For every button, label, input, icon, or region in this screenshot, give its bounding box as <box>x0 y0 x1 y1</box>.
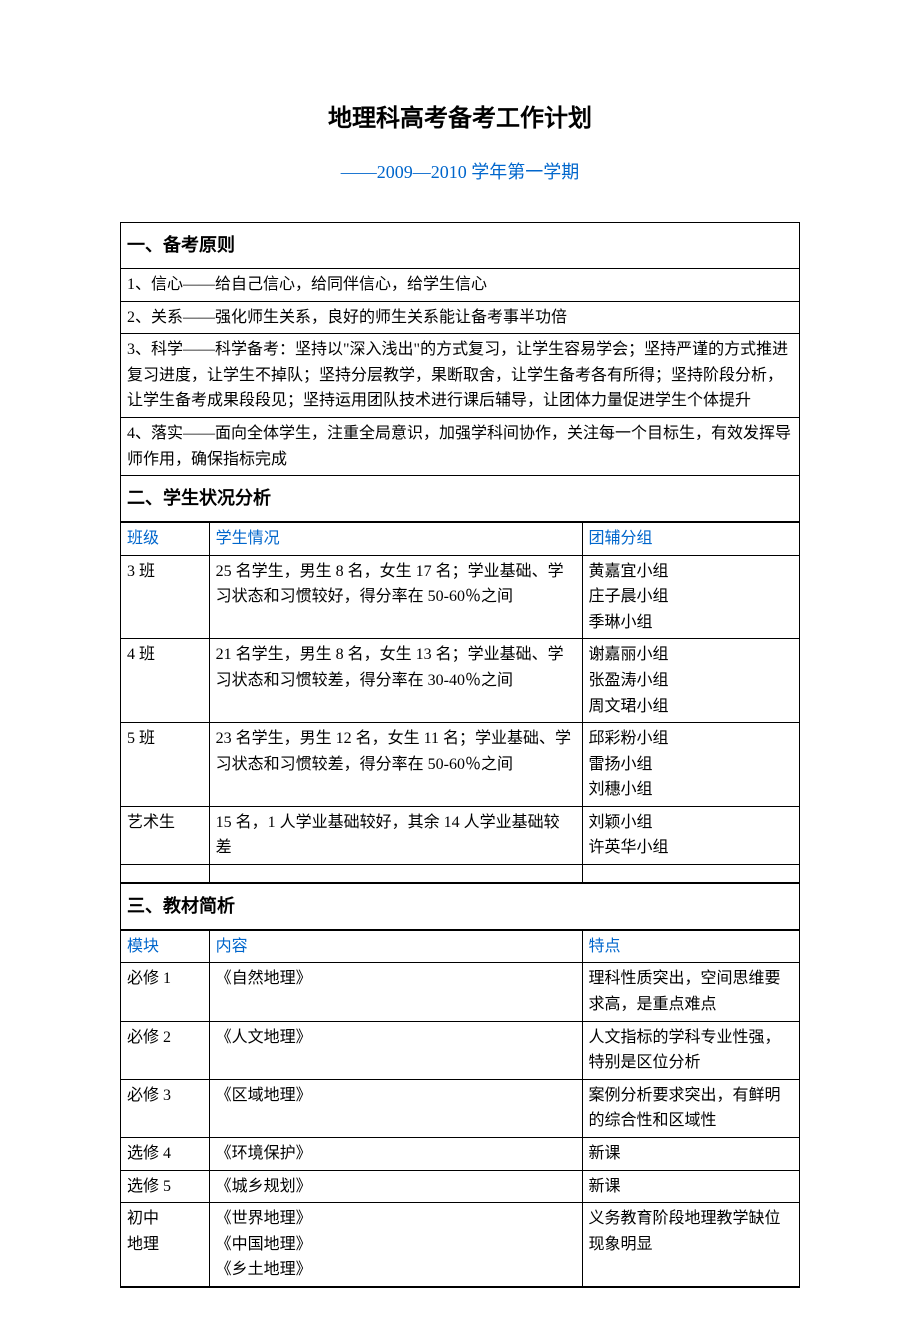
content-cell: 《世界地理》 《中国地理》 《乡土地理》 <box>209 1203 582 1287</box>
module-cell: 初中 地理 <box>121 1203 209 1287</box>
section2-header: 二、学生状况分析 <box>121 476 800 522</box>
table-header: 学生情况 <box>209 522 582 555</box>
section1-item-2: 2、关系——强化师生关系，良好的师生关系能让备考事半功倍 <box>121 301 800 334</box>
class-cell: 3 班 <box>121 555 209 639</box>
section1-item-1: 1、信心——给自己信心，给同伴信心，给学生信心 <box>121 268 800 301</box>
content-cell: 《区域地理》 <box>209 1079 582 1137</box>
section3-header: 三、教材简析 <box>121 884 800 930</box>
class-cell: 5 班 <box>121 723 209 807</box>
feature-cell: 新课 <box>582 1170 799 1203</box>
class-cell: 艺术生 <box>121 806 209 864</box>
table-header: 模块 <box>121 930 209 963</box>
page-subtitle: ——2009—2010 学年第一学期 <box>120 158 800 187</box>
content-cell: 《城乡规划》 <box>209 1170 582 1203</box>
table-row: 初中 地理 《世界地理》 《中国地理》 《乡土地理》 义务教育阶段地理教学缺位现… <box>121 1203 799 1287</box>
blank-row <box>121 865 799 883</box>
situation-cell: 15 名，1 人学业基础较好，其余 14 人学业基础较差 <box>209 806 582 864</box>
page-title: 地理科高考备考工作计划 <box>120 100 800 138</box>
student-analysis-table: 班级 学生情况 团辅分组 3 班 25 名学生，男生 8 名，女生 17 名；学… <box>121 522 799 883</box>
situation-cell: 23 名学生，男生 12 名，女生 11 名；学业基础、学习状态和习惯较差，得分… <box>209 723 582 807</box>
section1-item-4: 4、落实——面向全体学生，注重全局意识，加强学科间协作，关注每一个目标生，有效发… <box>121 417 800 475</box>
module-cell: 必修 1 <box>121 963 209 1021</box>
module-cell: 必修 3 <box>121 1079 209 1137</box>
module-cell: 必修 2 <box>121 1021 209 1079</box>
content-cell: 《人文地理》 <box>209 1021 582 1079</box>
feature-cell: 新课 <box>582 1138 799 1171</box>
feature-cell: 理科性质突出，空间思维要求高，是重点难点 <box>582 963 799 1021</box>
table-row: 4 班 21 名学生，男生 8 名，女生 13 名；学业基础、学习状态和习惯较差… <box>121 639 799 723</box>
situation-cell: 21 名学生，男生 8 名，女生 13 名；学业基础、学习状态和习惯较差，得分率… <box>209 639 582 723</box>
content-cell: 《环境保护》 <box>209 1138 582 1171</box>
groups-cell: 谢嘉丽小组 张盈涛小组 周文珺小组 <box>582 639 799 723</box>
module-cell: 选修 4 <box>121 1138 209 1171</box>
content-cell: 《自然地理》 <box>209 963 582 1021</box>
feature-cell: 人文指标的学科专业性强，特别是区位分析 <box>582 1021 799 1079</box>
table-row: 必修 2 《人文地理》 人文指标的学科专业性强，特别是区位分析 <box>121 1021 799 1079</box>
table-row: 必修 3 《区域地理》 案例分析要求突出，有鲜明的综合性和区域性 <box>121 1079 799 1137</box>
class-cell: 4 班 <box>121 639 209 723</box>
groups-cell: 邱彩粉小组 雷扬小组 刘穗小组 <box>582 723 799 807</box>
table-row: 5 班 23 名学生，男生 12 名，女生 11 名；学业基础、学习状态和习惯较… <box>121 723 799 807</box>
main-content-table: 一、备考原则 1、信心——给自己信心，给同伴信心，给学生信心 2、关系——强化师… <box>120 222 800 1288</box>
section1-header: 一、备考原则 <box>121 223 800 269</box>
groups-cell: 刘颖小组 许英华小组 <box>582 806 799 864</box>
table-row: 选修 5 《城乡规划》 新课 <box>121 1170 799 1203</box>
table-row: 3 班 25 名学生，男生 8 名，女生 17 名；学业基础、学习状态和习惯较好… <box>121 555 799 639</box>
table-header: 内容 <box>209 930 582 963</box>
table-header: 团辅分组 <box>582 522 799 555</box>
table-header: 特点 <box>582 930 799 963</box>
textbook-analysis-table: 模块 内容 特点 必修 1 《自然地理》 理科性质突出，空间思维要求高，是重点难… <box>121 930 799 1287</box>
table-row: 必修 1 《自然地理》 理科性质突出，空间思维要求高，是重点难点 <box>121 963 799 1021</box>
module-cell: 选修 5 <box>121 1170 209 1203</box>
situation-cell: 25 名学生，男生 8 名，女生 17 名；学业基础、学习状态和习惯较好，得分率… <box>209 555 582 639</box>
feature-cell: 义务教育阶段地理教学缺位现象明显 <box>582 1203 799 1287</box>
table-row: 艺术生 15 名，1 人学业基础较好，其余 14 人学业基础较差 刘颖小组 许英… <box>121 806 799 864</box>
groups-cell: 黄嘉宜小组 庄子晨小组 季琳小组 <box>582 555 799 639</box>
feature-cell: 案例分析要求突出，有鲜明的综合性和区域性 <box>582 1079 799 1137</box>
table-row: 选修 4 《环境保护》 新课 <box>121 1138 799 1171</box>
table-header: 班级 <box>121 522 209 555</box>
section1-item-3: 3、科学——科学备考：坚持以"深入浅出"的方式复习，让学生容易学会；坚持严谨的方… <box>121 334 800 418</box>
